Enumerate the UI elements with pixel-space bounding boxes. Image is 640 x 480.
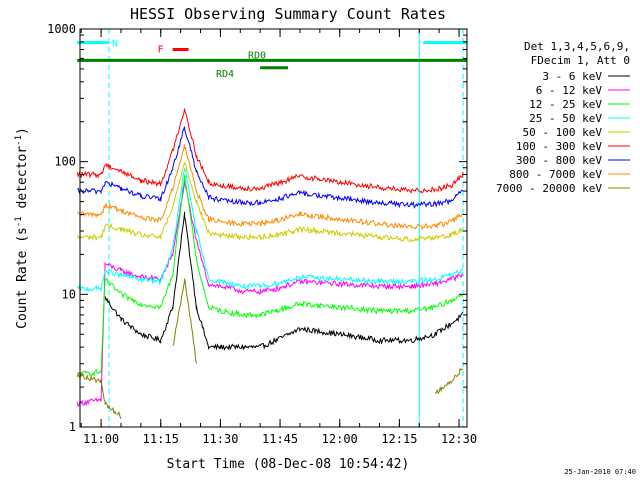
y-axis-label: Count Rate (s-1 detector-1): [14, 127, 30, 329]
x-tick-label-3: 11:45: [262, 432, 298, 446]
x-tick-label-4: 12:00: [322, 432, 358, 446]
y-axis-label-sup2: -1: [14, 135, 24, 146]
series-line-5: [76, 108, 464, 194]
legend-label-3: 25 - 50 keV: [529, 112, 602, 125]
legend-header-line-2: FDecim 1, Att 0: [531, 54, 630, 67]
x-tick-label-5: 12:15: [381, 432, 417, 446]
y-tick-label-0: 1: [69, 420, 76, 434]
x-tick-label-1: 11:15: [143, 432, 179, 446]
series-line-0: [104, 211, 464, 351]
y-tick-label-3: 1000: [47, 22, 76, 36]
y-tick-label-2: 100: [54, 155, 76, 169]
y-axis-ticks: 1 10 100 1000: [47, 22, 467, 434]
x-axis-label: Start Time (08-Dec-08 10:54:42): [167, 457, 410, 472]
series-line-3: [76, 168, 464, 293]
legend-label-8: 7000 - 20000 keV: [496, 182, 602, 195]
chart-title: HESSI Observing Summary Count Rates: [130, 5, 446, 23]
series-line-2: [77, 174, 464, 378]
x-tick-label-2: 11:30: [202, 432, 238, 446]
legend-label-2: 12 - 25 keV: [529, 98, 602, 111]
annotation-label-3: RD0: [248, 50, 266, 61]
x-axis-ticks: 11:00 11:15 11:30 11:45 12:00 12:15 12:30: [80, 29, 477, 446]
annotation-label-0: N: [112, 39, 118, 50]
series-line-8: [76, 278, 464, 420]
legend-label-1: 6 - 12 keV: [536, 84, 603, 97]
annotation-label-2: F: [158, 45, 164, 56]
series-line-7: [76, 144, 464, 231]
footer-timestamp: 25-Jan-2010 07:40: [564, 468, 636, 476]
plot-area: N F RD0 RD4: [76, 29, 467, 427]
legend-header-line-1: Det 1,3,4,5,6,9,: [524, 40, 630, 53]
legend-label-7: 800 - 7000 keV: [509, 168, 602, 181]
series-line-4: [76, 162, 464, 243]
series-line-1: [76, 180, 464, 408]
legend: Det 1,3,4,5,6,9, FDecim 1, Att 0 3 - 6 k…: [496, 40, 630, 195]
x-tick-label-0: 11:00: [83, 432, 119, 446]
legend-label-5: 100 - 300 keV: [516, 140, 602, 153]
y-tick-label-1: 10: [62, 287, 76, 301]
plot-frame: [79, 28, 468, 428]
y-axis-label-mid: detector: [15, 146, 30, 217]
annotation-label-4: RD4: [216, 69, 234, 80]
series-line-6: [77, 126, 464, 209]
legend-label-6: 300 - 800 keV: [516, 154, 602, 167]
y-axis-label-main: Count Rate (s: [15, 227, 30, 329]
y-axis-label-sup1: -1: [14, 216, 24, 227]
x-tick-label-6: 12:30: [441, 432, 477, 446]
y-axis-label-end: ): [15, 127, 30, 135]
legend-label-4: 50 - 100 keV: [523, 126, 603, 139]
legend-label-0: 3 - 6 keV: [542, 70, 602, 83]
